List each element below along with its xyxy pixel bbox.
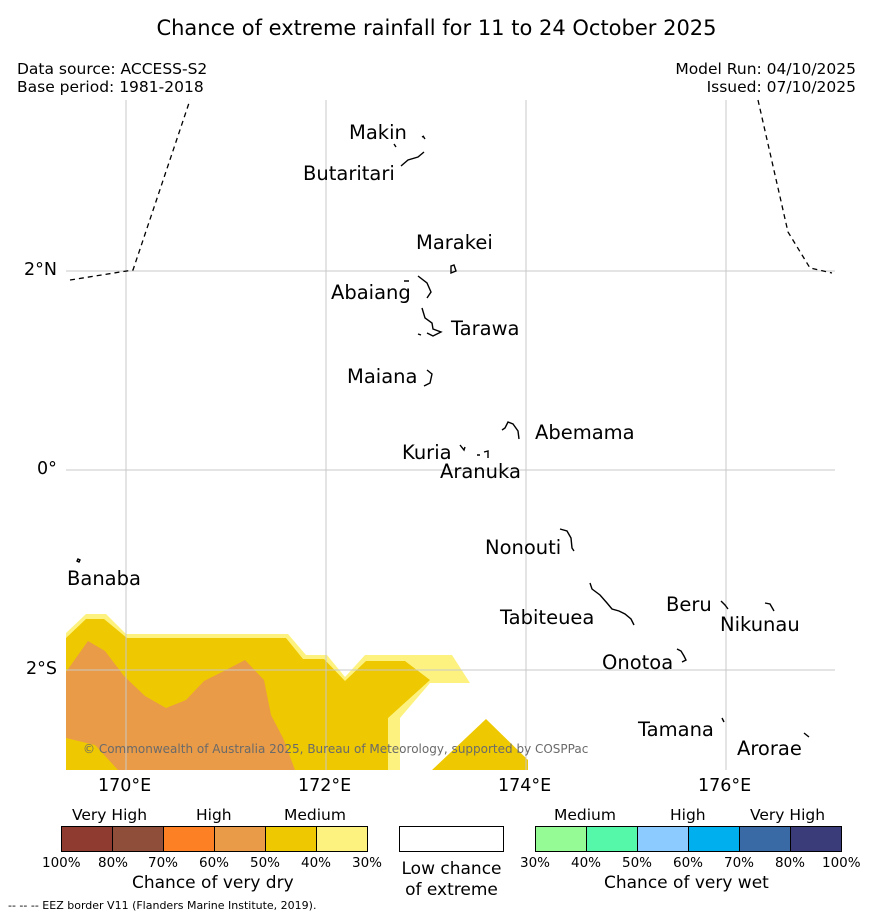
base-period: Base period: 1981-2018	[17, 78, 204, 96]
lon-tick-172: 172°E	[298, 776, 352, 796]
abemama-outline	[501, 421, 520, 440]
low-chance-swatch	[399, 826, 504, 852]
model-run: Model Run: 04/10/2025	[675, 60, 856, 78]
wet-swatch-3	[637, 826, 689, 852]
dry-tick-70: 70%	[148, 855, 179, 871]
dry-tick-40: 40%	[301, 855, 332, 871]
dry-40-50-region-south	[432, 719, 528, 770]
wet-swatch-4	[688, 826, 740, 852]
dry-50-60-region	[66, 641, 295, 770]
wet-tick-40: 40%	[571, 855, 602, 871]
wet-swatch-5	[739, 826, 791, 852]
island-label-aranuka: Aranuka	[440, 460, 521, 483]
lat-tick-0: 0°	[37, 459, 57, 479]
lat-tick-2n: 2°N	[24, 260, 57, 280]
tamana-outline	[721, 717, 725, 723]
island-label-banaba: Banaba	[67, 567, 141, 590]
data-source: Data source: ACCESS-S2	[17, 60, 208, 78]
lon-tick-174: 174°E	[498, 776, 552, 796]
island-outlines	[76, 135, 810, 738]
island-label-onotoa: Onotoa	[602, 651, 674, 674]
wet-swatch-1	[535, 826, 587, 852]
low-chance-title-line1: Low chance	[401, 859, 502, 879]
wet-tick-70: 70%	[724, 855, 755, 871]
island-label-makin: Makin	[349, 121, 407, 144]
arorae-outline	[803, 732, 810, 738]
makin-outline	[421, 135, 426, 140]
issued-date: Issued: 07/10/2025	[706, 78, 856, 96]
island-label-maiana: Maiana	[347, 365, 418, 388]
maiana-outline	[423, 369, 433, 387]
dry-header-high: High	[196, 806, 232, 824]
marakei-outline	[450, 264, 457, 275]
wet-swatch-6	[790, 826, 842, 852]
abaiang-outline	[404, 275, 432, 299]
island-label-butaritari: Butaritari	[303, 162, 395, 185]
copyright-notice: © Commonwealth of Australia 2025, Bureau…	[83, 742, 589, 756]
island-label-abaiang: Abaiang	[331, 281, 411, 304]
dry-40-50-corner	[66, 738, 118, 770]
wet-tick-50: 50%	[622, 855, 653, 871]
dry-tick-80: 80%	[98, 855, 129, 871]
island-label-nonouti: Nonouti	[485, 536, 562, 559]
nonouti-outline	[559, 528, 575, 552]
nikunau-outline	[764, 602, 775, 612]
island-label-tarawa: Tarawa	[451, 317, 520, 340]
dry-swatch-2	[112, 826, 164, 852]
wet-header-medium: Medium	[554, 806, 616, 824]
gridlines	[66, 100, 835, 770]
island-label-nikunau: Nikunau	[720, 613, 800, 636]
dry-tick-100: 100%	[42, 855, 81, 871]
island-label-kuria: Kuria	[402, 441, 452, 464]
island-label-beru: Beru	[666, 593, 712, 616]
dry-legend-title: Chance of very dry	[132, 873, 294, 893]
wet-tick-80: 80%	[775, 855, 806, 871]
wet-header-very-high: Very High	[750, 806, 826, 824]
lat-tick-2s: 2°S	[26, 659, 57, 679]
wet-tick-30: 30%	[520, 855, 551, 871]
wet-tick-60: 60%	[673, 855, 704, 871]
wet-legend-title: Chance of very wet	[604, 873, 769, 893]
wet-header-high: High	[670, 806, 706, 824]
dry-tick-50: 50%	[250, 855, 281, 871]
banaba-outline	[76, 558, 81, 563]
island-label-arorae: Arorae	[737, 737, 802, 760]
dry-tick-60: 60%	[199, 855, 230, 871]
wet-swatch-2	[586, 826, 638, 852]
dry-swatch-1	[61, 826, 113, 852]
dry-header-very-high: Very High	[72, 806, 148, 824]
kuria-outline	[459, 444, 489, 458]
tarawa-outline	[417, 307, 443, 337]
island-label-tabiteuea: Tabiteuea	[500, 606, 595, 629]
wet-tick-100: 100%	[822, 855, 861, 871]
dry-swatch-6	[316, 826, 368, 852]
dry-swatch-3	[163, 826, 215, 852]
eez-border	[69, 99, 833, 281]
dry-swatch-5	[265, 826, 317, 852]
dry-swatch-4	[214, 826, 266, 852]
eez-footer-note: -- -- -- EEZ border V11 (Flanders Marine…	[8, 899, 317, 912]
lon-tick-176: 176°E	[698, 776, 752, 796]
map-title: Chance of extreme rainfall for 11 to 24 …	[156, 16, 717, 40]
dry-tick-30: 30%	[352, 855, 383, 871]
lon-tick-170: 170°E	[98, 776, 152, 796]
butaritari-outline	[393, 143, 425, 167]
island-label-marakei: Marakei	[416, 231, 493, 254]
island-label-abemama: Abemama	[535, 421, 635, 444]
beru-outline	[720, 600, 729, 610]
dry-header-medium: Medium	[284, 806, 346, 824]
low-chance-title-line2: of extreme	[405, 880, 498, 900]
island-label-tamana: Tamana	[638, 718, 714, 741]
tabiteuea-outline	[589, 582, 635, 626]
onotoa-outline	[676, 648, 687, 663]
